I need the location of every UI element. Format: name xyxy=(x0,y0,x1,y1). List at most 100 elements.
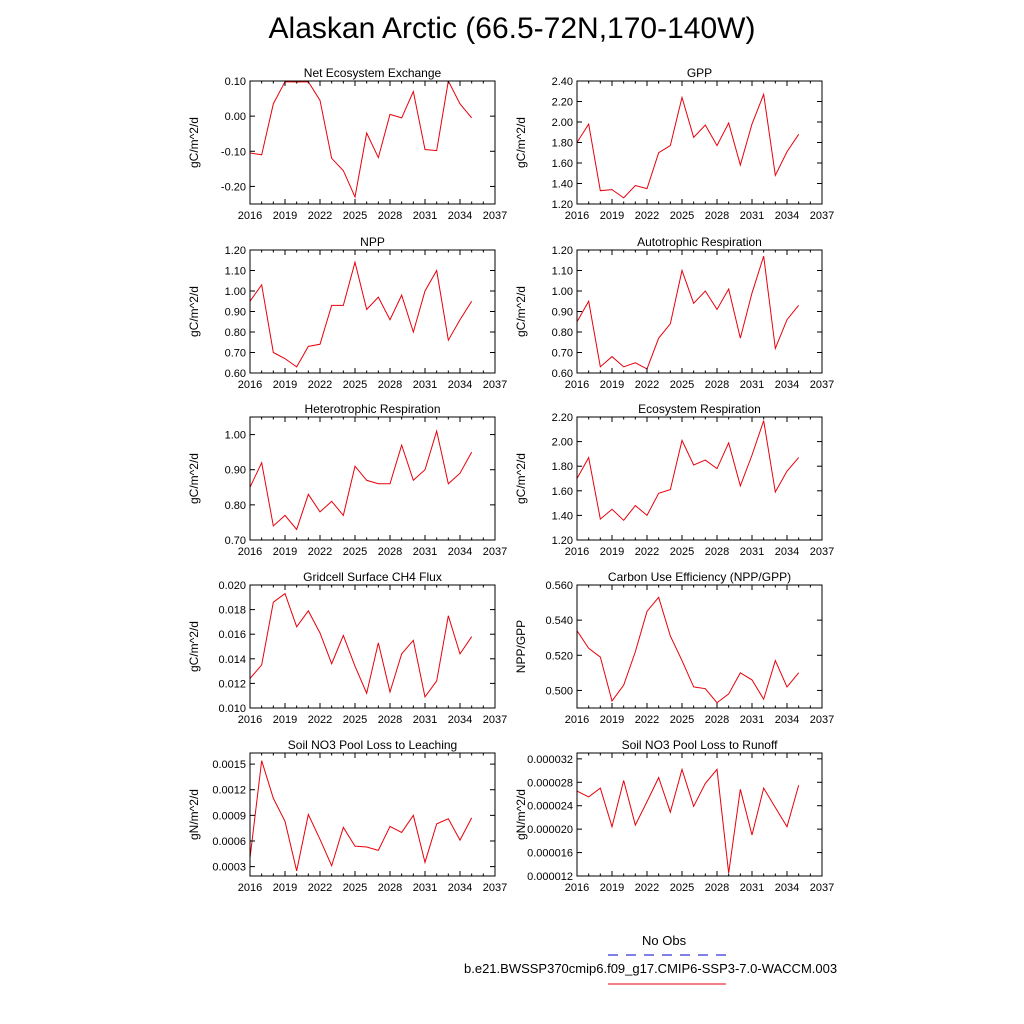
x-tick-label: 2022 xyxy=(308,210,332,222)
chart-panel: 2016 2019 2022 2025 2028 2031 2034 2037 0.70 0.80… xyxy=(187,402,507,558)
series-line xyxy=(250,592,473,699)
x-tick-label: 2031 xyxy=(740,210,764,222)
y-tick-label: 1.20 xyxy=(552,199,573,211)
y-tick-label: 0.000020 xyxy=(527,824,573,836)
y-axis-label: gC/m^2/d xyxy=(514,117,528,168)
y-tick-label: 0.90 xyxy=(225,307,246,319)
x-tick-label: 2028 xyxy=(378,882,402,894)
y-tick-label: 0.10 xyxy=(225,76,246,88)
y-tick-label: 0.80 xyxy=(225,327,246,339)
y-tick-label: 1.60 xyxy=(552,486,573,498)
x-tick-label: 2028 xyxy=(705,546,729,558)
chart-panel: 2016 2019 2022 2025 2028 2031 2034 2037 0.60 0.70… xyxy=(187,235,507,391)
plot-frame xyxy=(576,249,823,374)
chart-title: Net Ecosystem Exchange xyxy=(304,66,442,80)
y-tick-label: 0.90 xyxy=(225,465,246,477)
y-tick-label: 0.80 xyxy=(552,327,573,339)
y-axis-label: gC/m^2/d xyxy=(187,453,201,504)
y-tick-label: 0.014 xyxy=(218,654,246,666)
x-tick-label: 2034 xyxy=(448,546,472,558)
y-tick-label: 0.0006 xyxy=(212,836,246,848)
y-tick-label: -0.20 xyxy=(221,181,246,193)
y-tick-label: 0.0009 xyxy=(212,810,246,822)
plot-frame xyxy=(249,584,496,709)
x-tick-label: 2016 xyxy=(565,882,589,894)
x-tick-label: 2019 xyxy=(273,882,297,894)
chart-title: Autotrophic Respiration xyxy=(637,235,762,249)
x-tick-label: 2034 xyxy=(775,546,799,558)
y-tick-label: 1.40 xyxy=(552,510,573,522)
x-tick-label: 2019 xyxy=(600,714,624,726)
y-axis-label: gC/m^2/d xyxy=(187,621,201,672)
y-tick-label: 0.018 xyxy=(218,605,246,617)
chart-title: Heterotrophic Respiration xyxy=(304,402,440,416)
x-tick-label: 2016 xyxy=(565,210,589,222)
chart-title: NPP xyxy=(360,235,385,249)
x-tick-label: 2028 xyxy=(705,714,729,726)
x-tick-label: 2016 xyxy=(238,546,262,558)
y-tick-label: 1.00 xyxy=(225,430,246,442)
y-tick-label: 0.012 xyxy=(218,678,246,690)
y-tick-label: 1.10 xyxy=(552,266,573,278)
series-line xyxy=(577,420,800,522)
plot-frame xyxy=(249,752,496,877)
x-tick-label: 2037 xyxy=(483,714,507,726)
x-tick-label: 2022 xyxy=(635,210,659,222)
y-tick-label: 0.70 xyxy=(225,535,246,547)
x-tick-label: 2016 xyxy=(238,714,262,726)
y-tick-label: 0.0012 xyxy=(212,785,246,797)
series-line xyxy=(577,255,800,370)
x-tick-label: 2028 xyxy=(705,882,729,894)
x-tick-label: 2034 xyxy=(448,882,472,894)
x-tick-label: 2019 xyxy=(273,210,297,222)
x-tick-label: 2025 xyxy=(670,546,694,558)
x-tick-label: 2022 xyxy=(308,379,332,391)
plot-frame xyxy=(576,416,823,541)
chart-title: GPP xyxy=(687,66,712,80)
x-tick-label: 2025 xyxy=(670,210,694,222)
series-line xyxy=(250,429,473,531)
x-tick-label: 2022 xyxy=(635,714,659,726)
chart-panel: 2016 2019 2022 2025 2028 2031 2034 2037 0.000012… xyxy=(514,738,834,894)
y-tick-label: 0.000032 xyxy=(527,754,573,766)
y-tick-label: 1.60 xyxy=(552,158,573,170)
x-tick-label: 2037 xyxy=(810,882,834,894)
x-tick-label: 2037 xyxy=(810,210,834,222)
x-tick-label: 2025 xyxy=(670,882,694,894)
x-tick-label: 2016 xyxy=(565,714,589,726)
y-tick-label: 1.80 xyxy=(552,138,573,150)
y-tick-label: 0.000012 xyxy=(527,871,573,883)
y-tick-label: 0.000016 xyxy=(527,848,573,860)
x-tick-label: 2037 xyxy=(810,379,834,391)
x-tick-label: 2028 xyxy=(378,546,402,558)
y-tick-label: 1.20 xyxy=(552,535,573,547)
x-tick-label: 2025 xyxy=(343,882,367,894)
chart-panel: 2016 2019 2022 2025 2028 2031 2034 2037 1.20 1.40… xyxy=(514,402,834,558)
y-tick-label: 0.000028 xyxy=(527,777,573,789)
x-tick-label: 2028 xyxy=(378,379,402,391)
x-tick-label: 2034 xyxy=(775,882,799,894)
y-tick-label: 1.40 xyxy=(552,179,573,191)
y-tick-label: 2.20 xyxy=(552,412,573,424)
series-line xyxy=(250,260,473,368)
chart-title: Ecosystem Respiration xyxy=(638,402,761,416)
x-tick-label: 2037 xyxy=(483,210,507,222)
plot-frame xyxy=(576,584,823,709)
plot-frame xyxy=(576,80,823,205)
y-tick-label: 2.20 xyxy=(552,97,573,109)
x-tick-label: 2016 xyxy=(565,379,589,391)
x-tick-label: 2019 xyxy=(600,379,624,391)
chart-title: Gridcell Surface CH4 Flux xyxy=(303,570,442,584)
chart-panel: 2016 2019 2022 2025 2028 2031 2034 2037 0.010 0.0… xyxy=(187,570,507,726)
figure-title: Alaskan Arctic (66.5-72N,170-140W) xyxy=(268,12,756,45)
x-tick-label: 2025 xyxy=(343,379,367,391)
y-axis-label: NPP/GPP xyxy=(514,620,528,673)
x-tick-label: 2031 xyxy=(740,882,764,894)
y-tick-label: 0.560 xyxy=(545,580,573,592)
x-tick-label: 2025 xyxy=(343,546,367,558)
x-tick-label: 2037 xyxy=(810,714,834,726)
y-tick-label: 1.00 xyxy=(225,286,246,298)
chart-panel: 2016 2019 2022 2025 2028 2031 2034 2037 -0.20 -0.… xyxy=(187,66,507,222)
series-line xyxy=(250,760,473,871)
